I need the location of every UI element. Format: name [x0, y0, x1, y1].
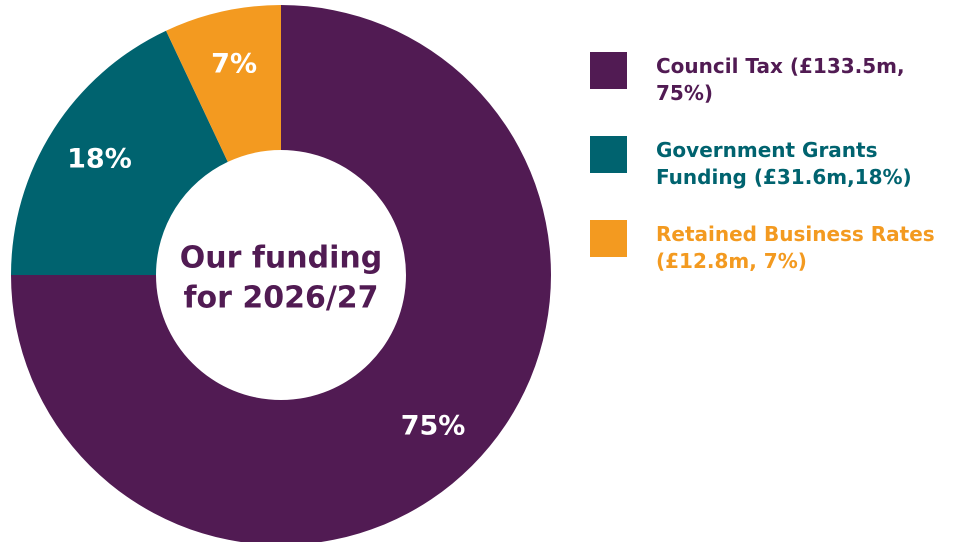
slice-label-business-rates: 7%	[211, 49, 257, 80]
legend-label-council-tax: Council Tax (£133.5m, 75%)	[656, 54, 905, 105]
legend-swatch-business-rates	[590, 220, 627, 257]
legend-item-business-rates: Retained Business Rates (£12.8m, 7%)	[590, 220, 960, 304]
legend-label-business-rates: Retained Business Rates (£12.8m, 7%)	[656, 222, 935, 273]
slice-business-rates	[166, 4, 281, 162]
center-label-line-2: for 2026/27	[183, 281, 378, 316]
slice-label-government-grants: 18%	[67, 143, 132, 174]
legend-item-government-grants: Government Grants Funding (£31.6m,18%)	[590, 136, 960, 220]
chart-legend: Council Tax (£133.5m, 75%) Government Gr…	[590, 52, 960, 304]
center-label-line-1: Our funding	[180, 241, 382, 276]
slice-council-tax	[11, 5, 551, 542]
slice-government-grants	[11, 30, 228, 275]
legend-swatch-council-tax	[590, 52, 627, 89]
slice-label-council-tax: 75%	[401, 411, 466, 442]
legend-label-government-grants: Government Grants Funding (£31.6m,18%)	[656, 138, 912, 189]
donut-chart: 75% 18% 7% Our funding for 2026/27	[11, 4, 551, 542]
legend-swatch-government-grants	[590, 136, 627, 173]
legend-item-council-tax: Council Tax (£133.5m, 75%)	[590, 52, 960, 136]
